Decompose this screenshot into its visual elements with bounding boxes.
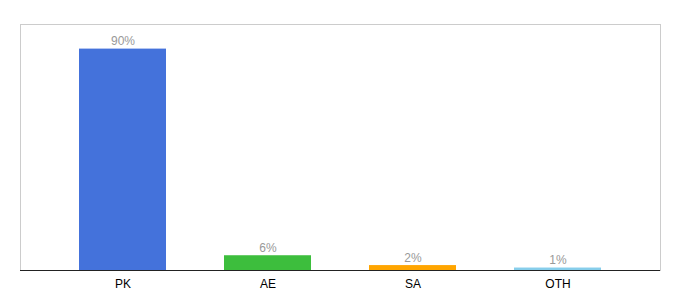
svg-text:OTH: OTH	[545, 277, 570, 291]
svg-text:PK: PK	[115, 277, 131, 291]
svg-text:90%: 90%	[111, 34, 135, 48]
svg-text:2%: 2%	[404, 251, 422, 265]
svg-text:AE: AE	[260, 277, 276, 291]
svg-text:1%: 1%	[549, 253, 567, 267]
svg-text:6%: 6%	[259, 241, 277, 255]
svg-text:SA: SA	[405, 277, 421, 291]
